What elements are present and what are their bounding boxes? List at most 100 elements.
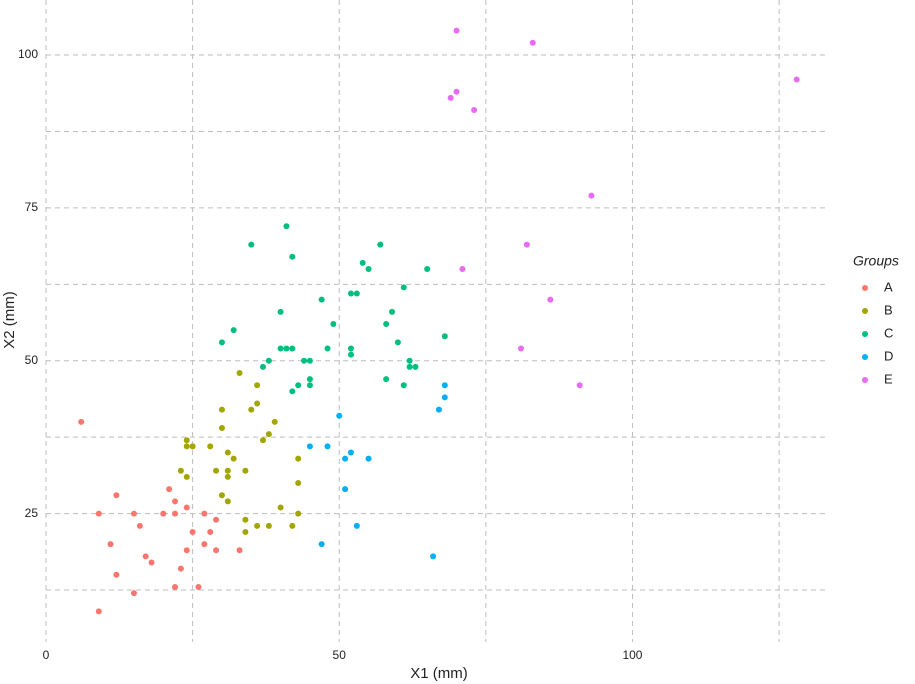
point xyxy=(177,565,184,572)
y-axis-title: X2 (mm) xyxy=(1,291,18,349)
y-tick-label: 25 xyxy=(25,506,39,520)
x-tick-label: 100 xyxy=(622,648,642,662)
point xyxy=(242,528,249,535)
y-tick-label: 75 xyxy=(25,200,39,214)
point xyxy=(424,266,431,273)
point xyxy=(353,290,360,297)
point xyxy=(78,418,85,425)
point xyxy=(236,369,243,376)
point xyxy=(183,443,190,450)
point xyxy=(142,553,149,560)
point xyxy=(383,321,390,328)
point xyxy=(218,339,225,346)
point xyxy=(441,394,448,401)
point xyxy=(342,486,349,493)
point xyxy=(295,480,302,487)
point xyxy=(289,388,296,395)
point xyxy=(113,492,120,499)
point xyxy=(224,498,231,505)
point xyxy=(347,290,354,297)
point xyxy=(201,510,208,517)
point xyxy=(324,345,331,352)
point xyxy=(330,321,337,328)
point xyxy=(588,192,595,199)
point xyxy=(441,382,448,389)
point xyxy=(265,357,272,364)
point xyxy=(377,241,384,248)
point xyxy=(254,400,261,407)
point xyxy=(347,345,354,352)
legend-marker xyxy=(862,377,868,383)
point xyxy=(441,333,448,340)
point xyxy=(277,308,284,315)
point xyxy=(406,363,413,370)
point xyxy=(306,357,313,364)
legend-label: B xyxy=(884,302,893,317)
point xyxy=(389,308,396,315)
point xyxy=(95,608,102,615)
point xyxy=(265,431,272,438)
point xyxy=(189,528,196,535)
point xyxy=(95,510,102,517)
point xyxy=(289,345,296,352)
point xyxy=(130,510,137,517)
point xyxy=(224,449,231,456)
point xyxy=(213,516,220,523)
y-tick-label: 50 xyxy=(25,353,39,367)
point xyxy=(353,522,360,529)
point xyxy=(113,571,120,578)
point xyxy=(189,443,196,450)
point xyxy=(365,455,372,462)
point xyxy=(306,443,313,450)
legend-label: C xyxy=(884,325,893,340)
point xyxy=(230,327,237,334)
point xyxy=(218,425,225,431)
point xyxy=(148,559,155,566)
point xyxy=(289,522,296,529)
point xyxy=(254,522,261,529)
point xyxy=(383,376,390,383)
point xyxy=(213,547,220,554)
point xyxy=(347,351,354,358)
point xyxy=(306,382,313,389)
legend-label: D xyxy=(884,348,893,363)
x-axis-title: X1 (mm) xyxy=(410,665,468,682)
point xyxy=(254,382,261,389)
point xyxy=(230,455,237,462)
point xyxy=(207,443,214,450)
point xyxy=(342,455,349,462)
point xyxy=(207,528,214,535)
point xyxy=(400,284,407,291)
point xyxy=(453,27,460,34)
point xyxy=(242,467,249,474)
point xyxy=(224,467,231,474)
point xyxy=(459,266,466,273)
point xyxy=(172,583,179,590)
legend-marker xyxy=(862,354,868,360)
point xyxy=(283,345,290,352)
point xyxy=(259,363,266,370)
point xyxy=(471,107,478,114)
point xyxy=(136,522,143,529)
point xyxy=(336,412,343,419)
x-tick-label: 0 xyxy=(43,648,50,662)
y-tick-label: 100 xyxy=(18,47,38,61)
point xyxy=(183,504,190,511)
point xyxy=(295,455,302,462)
point xyxy=(447,94,454,101)
point xyxy=(177,467,184,474)
legend-marker xyxy=(862,285,868,291)
point xyxy=(183,473,190,480)
point xyxy=(793,76,800,83)
point xyxy=(283,223,290,230)
point xyxy=(160,510,167,517)
point xyxy=(306,376,313,383)
point xyxy=(365,266,372,273)
point xyxy=(289,253,296,260)
point xyxy=(172,498,179,505)
point xyxy=(218,406,225,413)
point xyxy=(195,583,202,590)
point xyxy=(277,345,284,352)
point xyxy=(406,357,413,364)
